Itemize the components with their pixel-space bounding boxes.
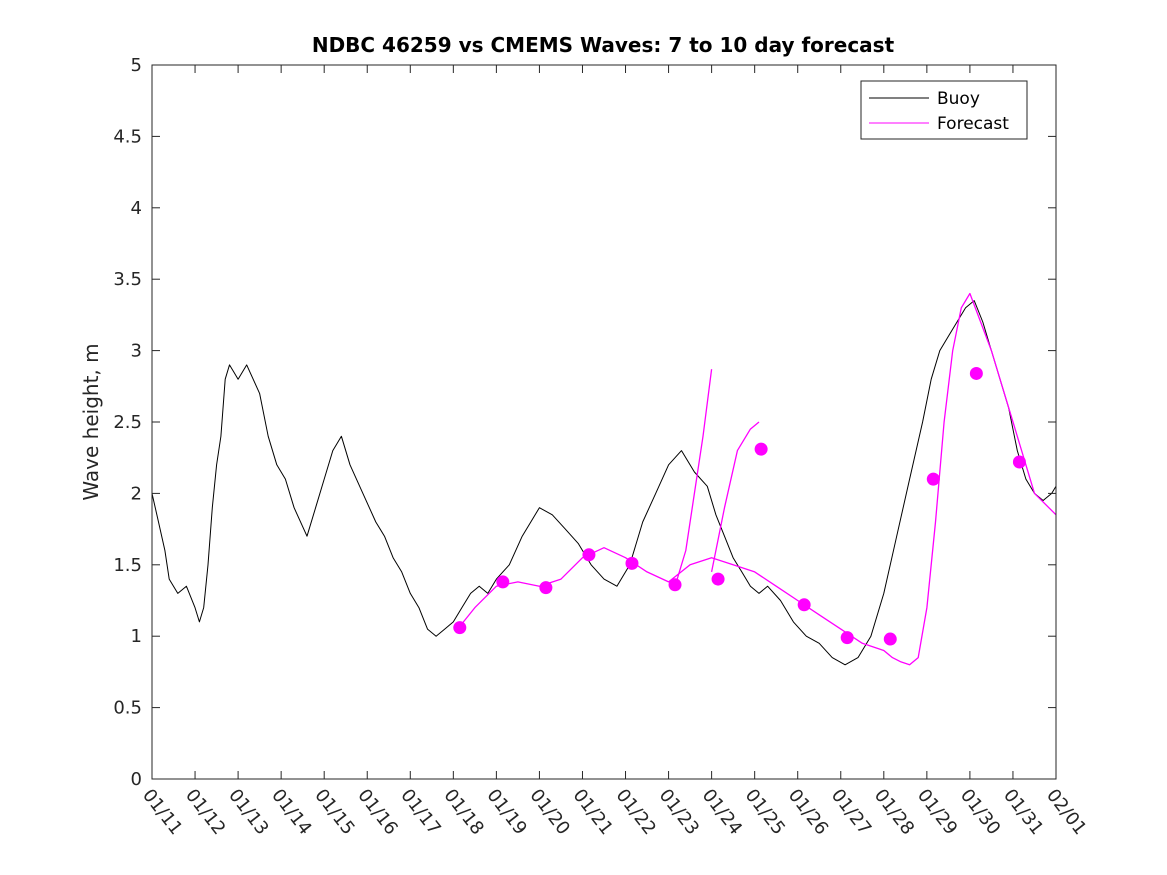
x-tick-label: 01/18 [439, 785, 487, 839]
chart-title: NDBC 46259 vs CMEMS Waves: 7 to 10 day f… [312, 33, 895, 57]
plot-area [152, 65, 1056, 779]
x-tick-label: 01/21 [569, 785, 617, 839]
x-tick-label: 01/25 [741, 785, 789, 839]
x-tick-label: 01/11 [138, 785, 186, 839]
forecast-marker [582, 548, 596, 562]
x-tick-label: 01/17 [396, 785, 444, 839]
x-tick-label: 01/22 [612, 785, 660, 839]
x-tick-label: 01/27 [827, 785, 875, 839]
x-tick-label: 01/31 [999, 785, 1047, 839]
x-tick-label: 01/13 [224, 785, 272, 839]
forecast-marker [1012, 455, 1026, 469]
forecast-series-line-2 [676, 369, 713, 580]
forecast-marker [840, 631, 854, 645]
y-axis: 0 0.5 1 1.5 2 2.5 3 3.5 4 4.5 5 [113, 55, 1056, 790]
x-tick-label: 02/01 [1042, 785, 1090, 839]
forecast-marker [926, 472, 940, 486]
y-tick-label: 3 [131, 341, 142, 362]
forecast-marker [969, 366, 983, 380]
y-tick-label: 3.5 [113, 269, 142, 290]
x-tick-label: 01/12 [181, 785, 229, 839]
x-tick-label: 01/23 [655, 785, 703, 839]
x-tick-label: 01/20 [525, 785, 573, 839]
x-tick-label: 01/15 [310, 785, 358, 839]
y-axis-label: Wave height, m [79, 343, 103, 500]
x-tick-label: 01/28 [870, 785, 918, 839]
forecast-series-line-3 [710, 421, 760, 573]
forecast-marker [625, 556, 639, 570]
x-tick-label: 01/14 [267, 785, 315, 839]
forecast-marker [668, 578, 682, 592]
legend: Buoy Forecast [860, 80, 1028, 140]
forecast-marker [539, 581, 553, 595]
y-tick-label: 0.5 [113, 698, 142, 719]
forecast-series-line-1 [457, 292, 1057, 666]
legend-forecast-label: Forecast [937, 114, 1009, 134]
forecast-marker [496, 575, 510, 589]
x-tick-label: 01/24 [698, 785, 746, 839]
forecast-marker [754, 442, 768, 456]
forecast-marker [883, 632, 897, 646]
x-tick-label: 01/29 [913, 785, 961, 839]
y-tick-label: 2 [131, 483, 142, 504]
x-tick-label: 01/16 [353, 785, 401, 839]
y-tick-label: 4 [131, 198, 142, 219]
x-tick-label: 01/26 [784, 785, 832, 839]
buoy-series-line [151, 300, 1057, 666]
y-tick-label: 1.5 [113, 555, 142, 576]
y-tick-label: 4.5 [113, 126, 142, 147]
x-tick-label: 01/19 [482, 785, 530, 839]
y-tick-label: 2.5 [113, 412, 142, 433]
legend-box [860, 80, 1028, 140]
marker-layer [453, 366, 1026, 646]
legend-buoy-label: Buoy [937, 89, 980, 109]
forecast-marker [797, 598, 811, 612]
x-tick-label: 01/30 [956, 785, 1004, 839]
forecast-marker [453, 621, 467, 635]
forecast-marker [711, 572, 725, 586]
y-tick-label: 5 [131, 55, 142, 76]
series-layer [151, 292, 1057, 666]
y-tick-label: 1 [131, 626, 142, 647]
y-tick-label: 0 [131, 769, 142, 790]
